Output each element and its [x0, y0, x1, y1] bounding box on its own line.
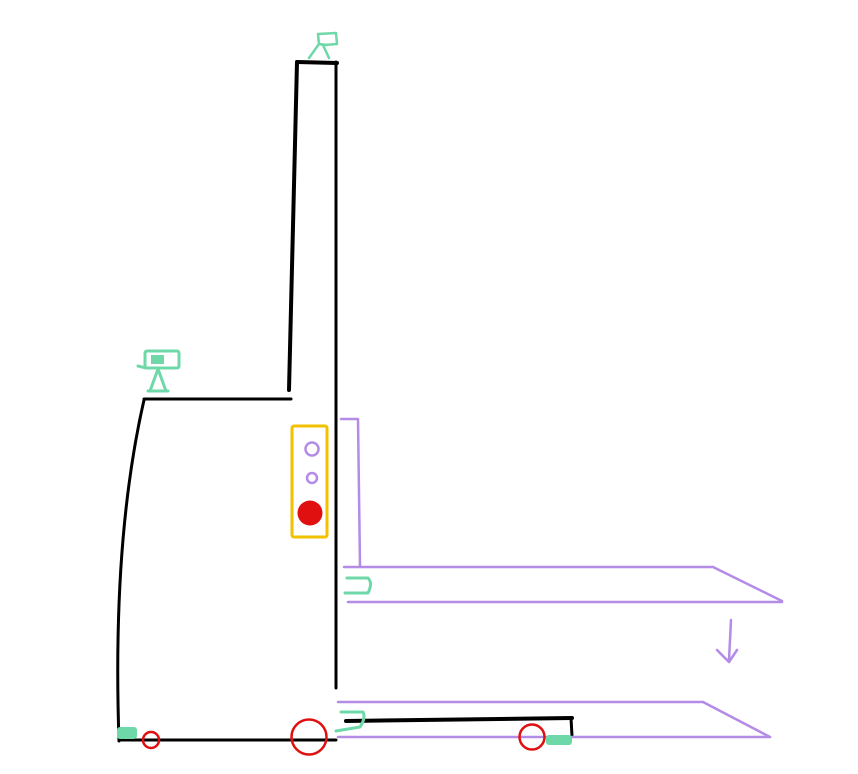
lower-fork-sensor — [334, 710, 366, 733]
control-panel-frame — [290, 424, 329, 539]
base-leg-end — [569, 716, 574, 738]
rear-bumper-sensor — [117, 727, 137, 739]
load-wheel — [518, 723, 546, 751]
body-rear-edge — [116, 398, 146, 743]
down-arrow-icon — [715, 618, 739, 664]
mast-top-edge — [295, 60, 339, 65]
upper-fork-tip — [711, 565, 784, 603]
drive-wheel — [290, 718, 328, 756]
carriage-back — [339, 417, 362, 568]
camera-tripod-icon — [143, 349, 181, 370]
lower-fork-tip — [701, 700, 772, 739]
mast — [287, 60, 339, 690]
emergency-stop-button — [297, 500, 323, 526]
mast-left-edge — [287, 60, 299, 392]
panel-button-middle — [305, 471, 319, 485]
bracket-sensor-icon — [343, 576, 372, 595]
base-leg — [344, 716, 574, 738]
wheels — [141, 718, 546, 756]
panel-button-top — [304, 441, 320, 457]
body-top-sensor — [136, 349, 181, 393]
bracket-sensor-icon — [334, 710, 366, 733]
camera-tripod-icon — [307, 31, 339, 60]
control-panel — [290, 424, 329, 539]
body — [116, 397, 338, 743]
rear-wheel — [141, 730, 161, 750]
mast-top-sensor — [307, 31, 339, 60]
front-bumper-sensor — [546, 735, 572, 745]
base-leg-top — [344, 716, 574, 723]
upper-fork-sensor — [343, 576, 372, 595]
upper-fork — [339, 417, 784, 604]
